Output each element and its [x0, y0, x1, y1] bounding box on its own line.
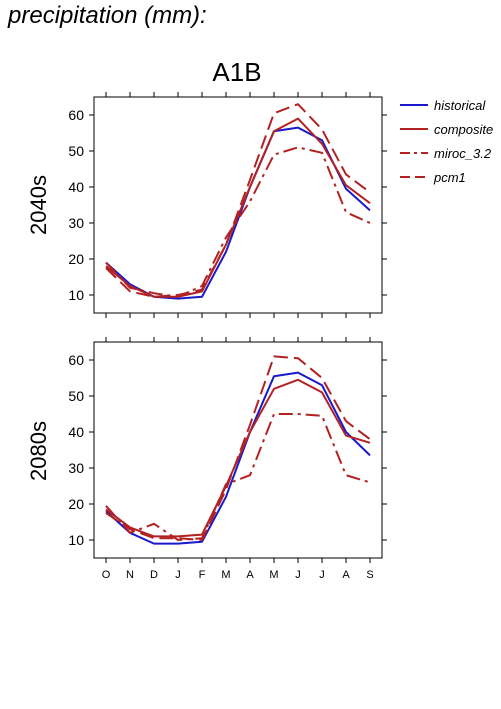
y-tick-label: 20: [68, 251, 84, 267]
legend-label: pcm1: [433, 170, 466, 185]
series-line-historical: [105, 371, 371, 545]
y-tick-label: 50: [68, 143, 84, 159]
series-line-composite: [105, 117, 371, 298]
y-tick-label: 30: [68, 215, 84, 231]
panel-frame: [93, 96, 383, 314]
x-tick-label: J: [319, 569, 325, 581]
y-tick-label: 10: [68, 287, 84, 303]
y-tick-label: 40: [68, 179, 84, 195]
chart-title: A1B: [212, 57, 261, 87]
x-tick-label: A: [246, 569, 254, 581]
y-tick-label: 50: [68, 388, 84, 404]
x-tick-label: S: [366, 569, 373, 581]
y-tick-label: 40: [68, 424, 84, 440]
panel-frame: [93, 341, 383, 559]
panel-label: 2080s: [26, 421, 51, 481]
x-tick-label: M: [269, 569, 278, 581]
series-line-pcm1: [105, 103, 371, 298]
legend-label: miroc_3.2: [434, 146, 492, 161]
x-tick-label: J: [175, 569, 181, 581]
x-tick-label: J: [295, 569, 301, 581]
panel-label: 2040s: [26, 175, 51, 235]
y-tick-label: 30: [68, 460, 84, 476]
x-tick-label: M: [221, 569, 230, 581]
y-tick-label: 10: [68, 532, 84, 548]
series-line-miroc-3-2: [105, 413, 371, 541]
series-line-pcm1: [105, 355, 371, 541]
y-tick-label: 20: [68, 496, 84, 512]
legend-label: historical: [434, 98, 486, 113]
x-tick-label: O: [102, 569, 111, 581]
figure-heading: precipitation (mm):: [8, 2, 207, 29]
y-tick-label: 60: [68, 107, 84, 123]
x-tick-label: A: [342, 569, 350, 581]
x-tick-label: N: [126, 569, 134, 581]
legend-label: composite: [434, 122, 493, 137]
series-line-miroc-3-2: [105, 146, 371, 298]
x-tick-label: F: [199, 569, 206, 581]
x-tick-label: D: [150, 569, 158, 581]
y-tick-label: 60: [68, 352, 84, 368]
